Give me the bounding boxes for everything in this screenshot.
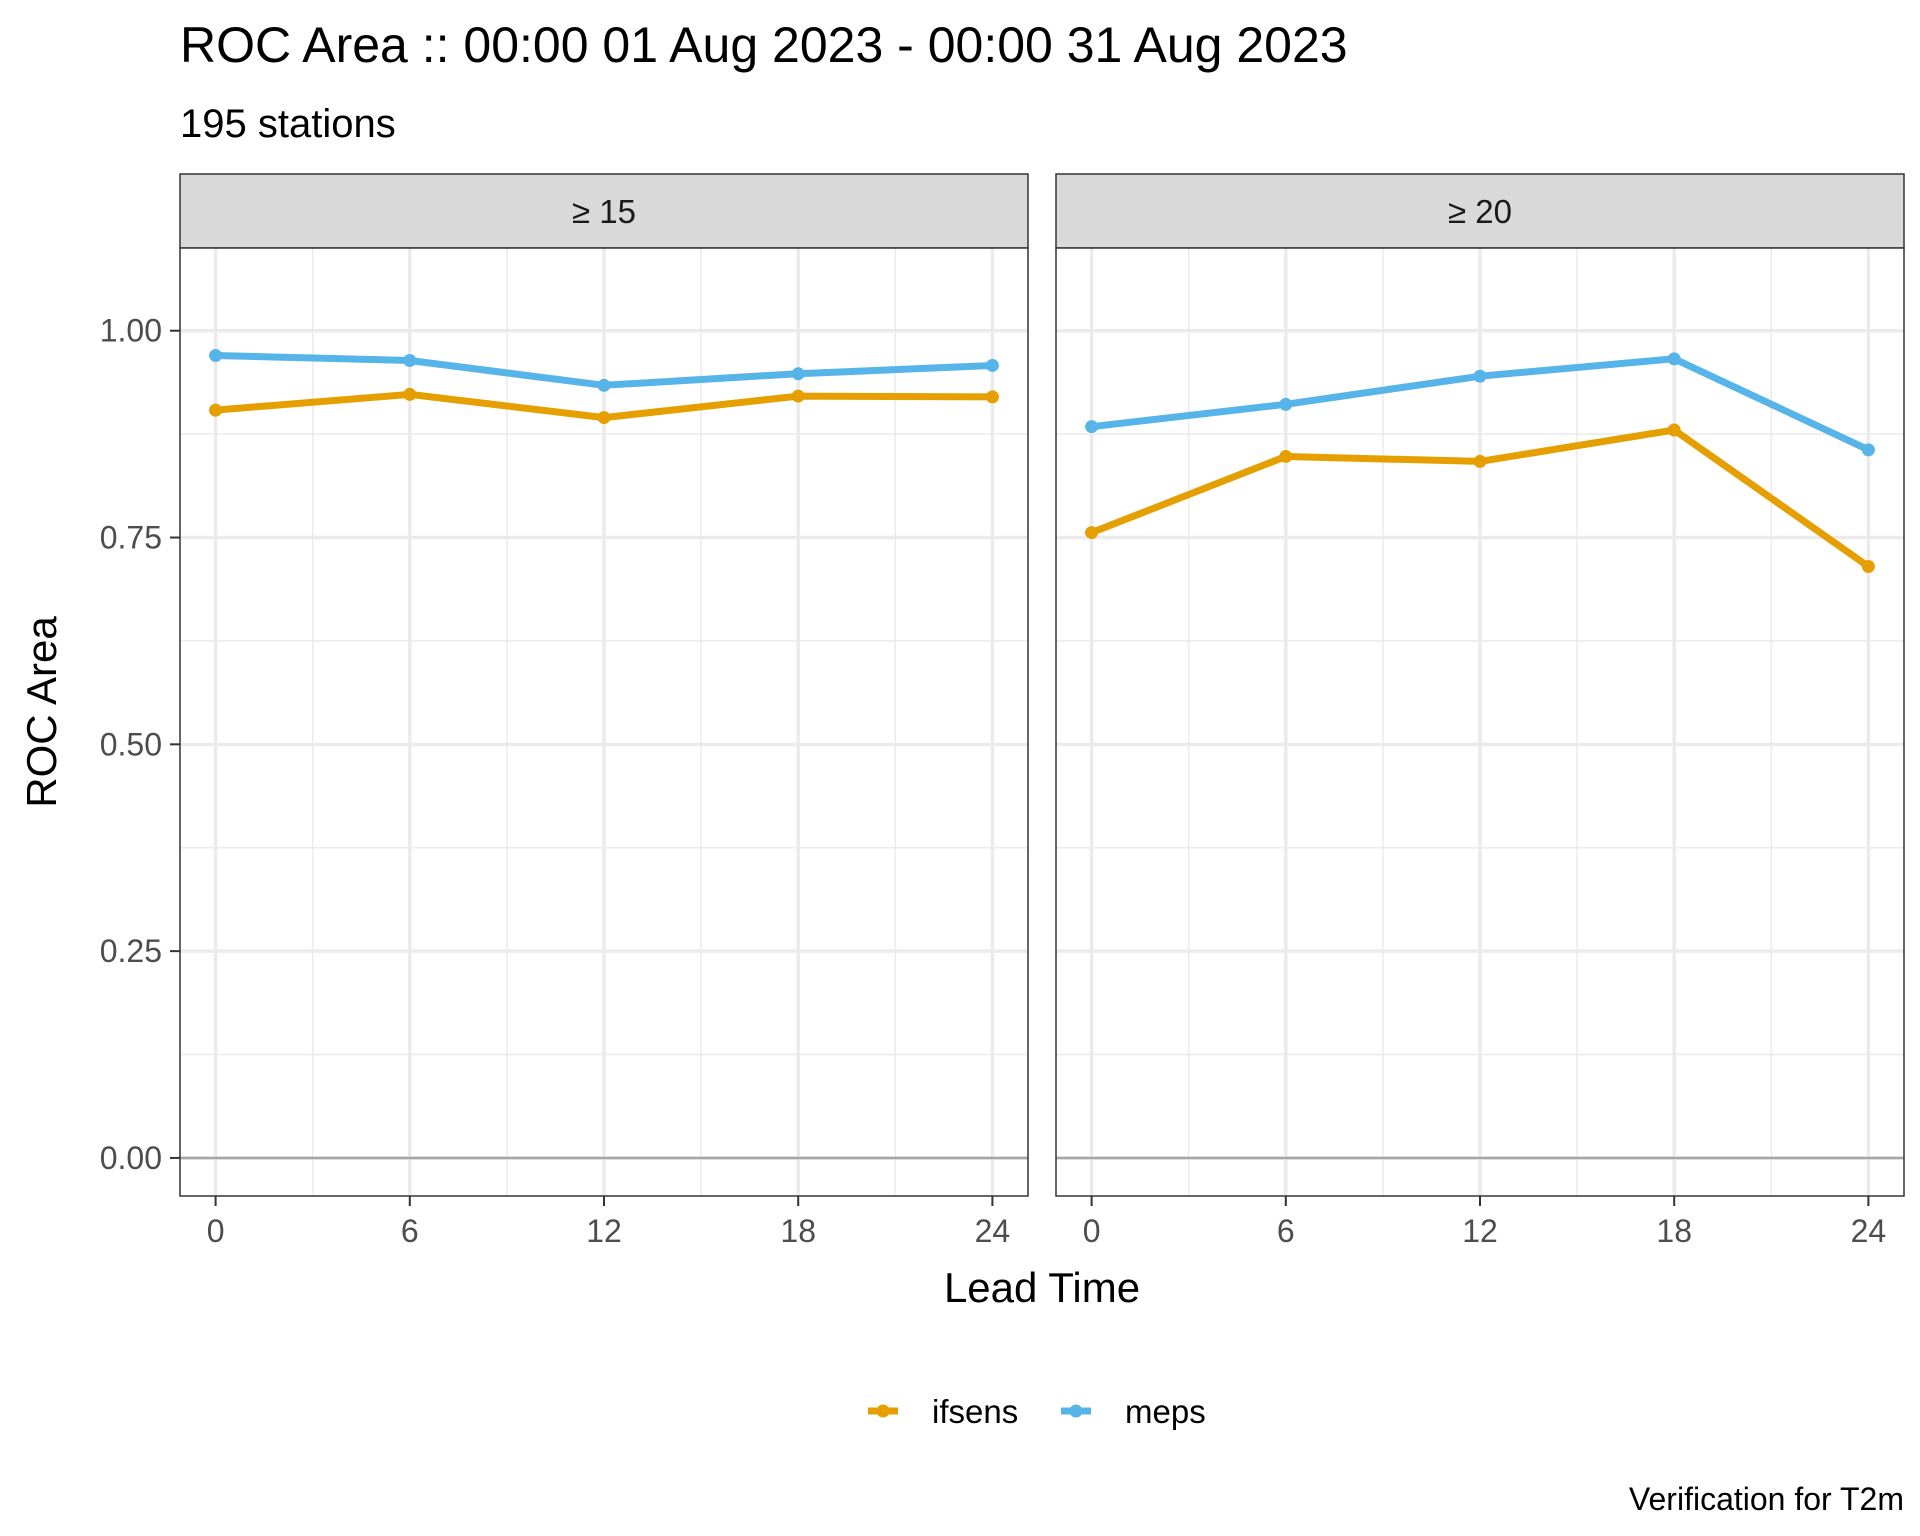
- facet-strip: [179, 173, 1029, 249]
- x-tick-label: 0: [1083, 1213, 1101, 1249]
- legend-item-meps: meps: [1061, 1393, 1206, 1430]
- y-tick-label: 0.25: [100, 933, 162, 969]
- legend: ifsens meps: [868, 1393, 1206, 1430]
- legend-key-point: [1069, 1404, 1083, 1418]
- facet-panel: ≥ 20 0 6 12 18 24: [1055, 173, 1905, 1249]
- chart-subtitle: 195 stations: [180, 102, 396, 146]
- data-point: [1085, 420, 1099, 434]
- data-point: [1279, 397, 1293, 411]
- data-point: [791, 367, 805, 381]
- legend-label: ifsens: [932, 1393, 1018, 1430]
- facet-label: ≥ 15: [572, 193, 636, 230]
- data-point: [209, 349, 223, 363]
- data-point: [1861, 559, 1875, 573]
- x-axis-label: Lead Time: [944, 1264, 1140, 1311]
- data-point: [1861, 443, 1875, 457]
- series-meps: [209, 349, 999, 392]
- data-point: [403, 387, 417, 401]
- data-point: [1473, 454, 1487, 468]
- data-point: [1667, 352, 1681, 366]
- x-tick-label: 6: [401, 1213, 419, 1249]
- data-point: [985, 358, 999, 372]
- facet-panel: ≥ 15 0 6 12 18 24: [179, 173, 1029, 1249]
- x-tick-label: 0: [207, 1213, 225, 1249]
- data-point: [985, 390, 999, 404]
- y-tick-label: 0.75: [100, 520, 162, 556]
- data-point: [1473, 369, 1487, 383]
- y-tick-label: 1.00: [100, 313, 162, 349]
- y-tick-label: 0.50: [100, 726, 162, 762]
- x-tick-label: 18: [1656, 1213, 1692, 1249]
- legend-key-point: [876, 1404, 890, 1418]
- data-point: [403, 354, 417, 368]
- series-meps: [1085, 352, 1875, 457]
- facet-panels: ≥ 15 0 6 12 18 24 ≥ 20 0 6 12 18 24: [179, 173, 1905, 1249]
- x-tick-label: 12: [586, 1213, 622, 1249]
- data-point: [597, 378, 611, 392]
- x-tick-label: 18: [780, 1213, 816, 1249]
- x-tick-label: 6: [1277, 1213, 1295, 1249]
- data-point: [597, 411, 611, 425]
- data-point: [1279, 449, 1293, 463]
- y-tick-label: 0.00: [100, 1140, 162, 1176]
- data-point: [1085, 526, 1099, 540]
- y-axis-label: ROC Area: [18, 616, 65, 808]
- x-tick-label: 24: [975, 1213, 1011, 1249]
- facet-strip: [1055, 173, 1905, 249]
- chart-title: ROC Area :: 00:00 01 Aug 2023 - 00:00 31…: [180, 17, 1348, 73]
- legend-item-ifsens: ifsens: [868, 1393, 1018, 1430]
- series-ifsens: [1085, 423, 1875, 573]
- data-point: [791, 389, 805, 403]
- chart-caption: Verification for T2m: [1629, 1481, 1904, 1517]
- y-axis: 0.00 0.25 0.50 0.75 1.00: [100, 313, 180, 1176]
- series-ifsens: [209, 387, 999, 425]
- data-point: [209, 403, 223, 417]
- x-tick-label: 12: [1462, 1213, 1498, 1249]
- data-point: [1667, 423, 1681, 437]
- x-tick-label: 24: [1851, 1213, 1887, 1249]
- legend-label: meps: [1125, 1393, 1206, 1430]
- facet-label: ≥ 20: [1448, 193, 1512, 230]
